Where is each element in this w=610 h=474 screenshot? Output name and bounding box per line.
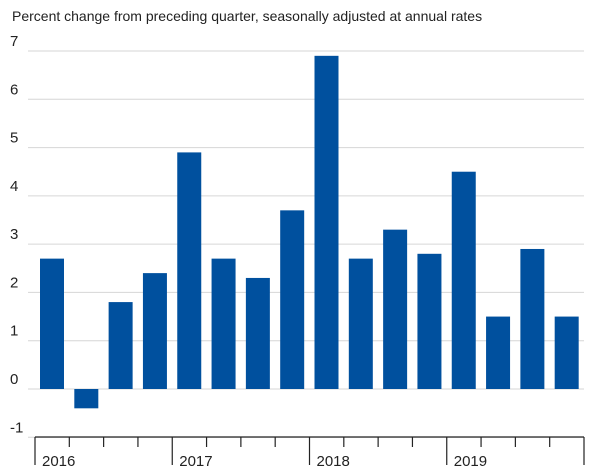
bar (177, 152, 202, 389)
bar (74, 389, 99, 409)
y-tick-label: -1 (10, 419, 23, 436)
bar (211, 258, 236, 389)
bar (40, 258, 64, 389)
bar (108, 302, 133, 389)
y-axis-labels: 7 6 5 4 3 2 1 0 -1 (10, 33, 23, 436)
bar (383, 229, 408, 389)
chart-subtitle: Percent change from preceding quarter, s… (12, 8, 483, 24)
bar (486, 316, 511, 389)
x-tick-label: 2018 (317, 453, 350, 470)
y-tick-label: 0 (10, 371, 18, 388)
bar (417, 253, 442, 389)
bar (314, 55, 339, 389)
x-axis-labels: 2016 2017 2018 2019 (42, 453, 487, 470)
bar (554, 316, 579, 389)
bar (142, 273, 167, 389)
bar (348, 258, 373, 389)
x-tick-label: 2019 (454, 453, 487, 470)
bar (520, 248, 545, 389)
bar (451, 171, 476, 389)
bar (245, 277, 270, 389)
y-tick-label: 4 (10, 178, 18, 195)
x-axis (34, 436, 585, 465)
y-tick-label: 5 (10, 130, 18, 147)
y-tick-label: 2 (10, 274, 18, 291)
bars (40, 55, 579, 409)
bar (280, 210, 305, 389)
y-tick-label: 7 (10, 33, 18, 50)
y-tick-label: 1 (10, 323, 18, 340)
x-tick-label: 2017 (179, 453, 212, 470)
y-tick-label: 3 (10, 226, 18, 243)
x-tick-label: 2016 (42, 453, 75, 470)
y-tick-label: 6 (10, 81, 18, 98)
